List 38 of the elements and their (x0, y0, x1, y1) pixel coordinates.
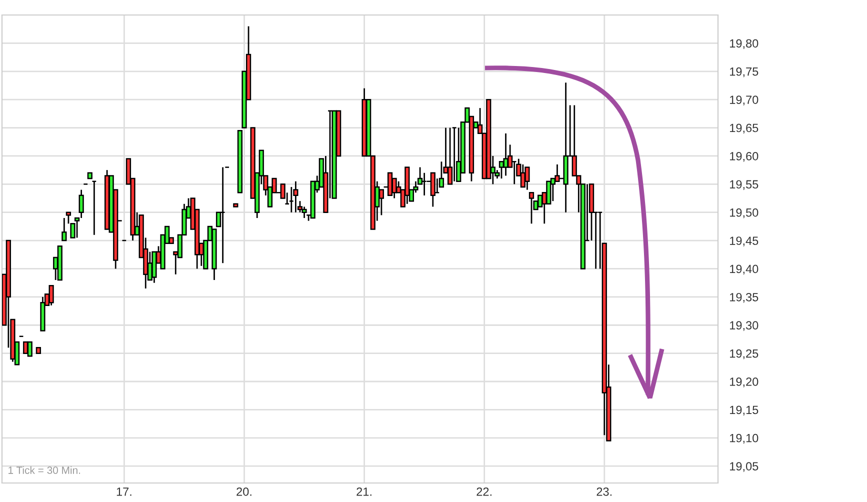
y-tick-label: 19,35 (730, 292, 758, 303)
candlestick (430, 172, 436, 208)
y-tick-label: 19,55 (730, 180, 758, 190)
candlestick (438, 160, 444, 188)
x-tick-label: 21. (356, 487, 372, 496)
candlestick (387, 172, 393, 196)
candlestick (503, 132, 508, 176)
y-tick-label: 19,25 (730, 349, 758, 360)
candlestick (78, 189, 84, 219)
x-tick-label: 23. (596, 487, 612, 496)
y-tick-label: 19,50 (730, 208, 758, 218)
y-tick-label: 19,40 (730, 264, 758, 275)
x-tick-label: 22. (476, 487, 492, 496)
candlestick (528, 192, 534, 224)
candlestick (378, 189, 384, 216)
y-tick-label: 19,15 (730, 406, 758, 416)
candlestick (546, 180, 552, 205)
y-tick-label: 19,20 (730, 378, 758, 388)
x-tick-label: 17. (116, 488, 132, 496)
candlestick (48, 284, 54, 306)
candlestick (447, 127, 453, 185)
y-tick-label: 19,70 (730, 96, 758, 106)
candlestick (62, 217, 67, 242)
y-tick-label: 19,80 (730, 39, 758, 49)
candlestick (23, 341, 28, 354)
y-tick-label: 19,60 (730, 152, 758, 162)
x-tick-label: 20. (236, 487, 252, 496)
candlestick (554, 164, 560, 182)
y-tick-label: 19,65 (730, 124, 758, 134)
candlestick (27, 341, 32, 357)
annotation: 1 Tick = 30 Min. (8, 466, 80, 474)
y-tick-label: 19,05 (730, 462, 758, 472)
y-tick-label: 19,75 (730, 67, 758, 78)
y-tick-label: 19,30 (730, 321, 758, 331)
candlestick (293, 180, 298, 214)
y-tick-label: 19,10 (730, 434, 758, 444)
y-tick-label: 19,45 (730, 236, 758, 246)
candlestick (524, 166, 530, 190)
